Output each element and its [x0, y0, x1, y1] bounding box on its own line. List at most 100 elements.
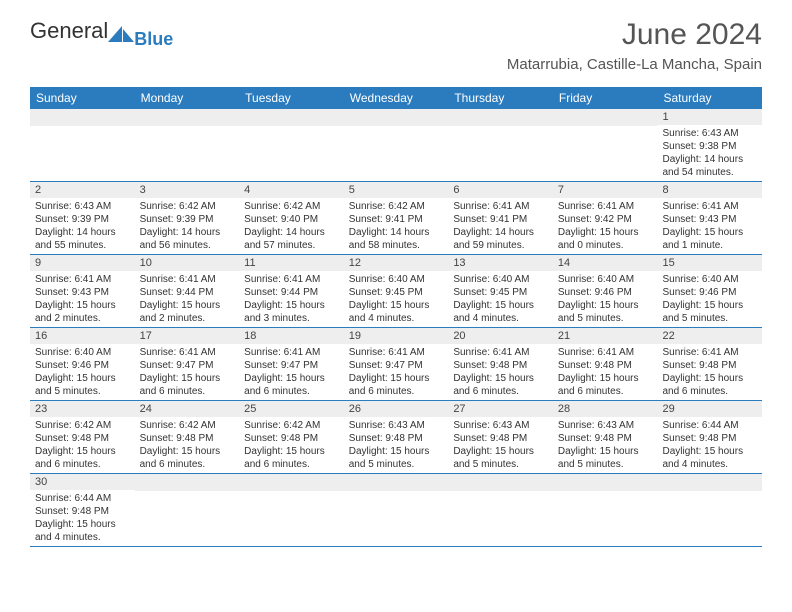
- calendar-cell: 15Sunrise: 6:40 AMSunset: 9:46 PMDayligh…: [657, 255, 762, 327]
- page-title: June 2024: [507, 18, 762, 52]
- cell-body: Sunrise: 6:41 AMSunset: 9:47 PMDaylight:…: [135, 344, 240, 400]
- calendar-cell: [448, 109, 553, 181]
- day-number: 2: [30, 182, 135, 198]
- sunset-text: Sunset: 9:48 PM: [35, 432, 130, 445]
- sunset-text: Sunset: 9:41 PM: [453, 213, 548, 226]
- calendar-cell: [30, 109, 135, 181]
- day-number: 16: [30, 328, 135, 344]
- calendar-table: SundayMondayTuesdayWednesdayThursdayFrid…: [30, 87, 762, 547]
- day-number: 26: [344, 401, 449, 417]
- day-number: [448, 474, 553, 491]
- cell-body: Sunrise: 6:43 AMSunset: 9:48 PMDaylight:…: [344, 417, 449, 473]
- cell-body: Sunrise: 6:43 AMSunset: 9:38 PMDaylight:…: [657, 125, 762, 181]
- sunset-text: Sunset: 9:38 PM: [662, 140, 757, 153]
- cell-body: Sunrise: 6:43 AMSunset: 9:48 PMDaylight:…: [553, 417, 658, 473]
- cell-body: Sunrise: 6:40 AMSunset: 9:45 PMDaylight:…: [344, 271, 449, 327]
- sunrise-text: Sunrise: 6:42 AM: [140, 200, 235, 213]
- logo-text-general: General: [30, 18, 108, 44]
- daylight-text: Daylight: 15 hours and 6 minutes.: [558, 372, 653, 398]
- day-number: 11: [239, 255, 344, 271]
- daylight-text: Daylight: 15 hours and 4 minutes.: [453, 299, 548, 325]
- daylight-text: Daylight: 15 hours and 6 minutes.: [244, 372, 339, 398]
- sunset-text: Sunset: 9:42 PM: [558, 213, 653, 226]
- day-number: 29: [657, 401, 762, 417]
- sunrise-text: Sunrise: 6:42 AM: [35, 419, 130, 432]
- sunset-text: Sunset: 9:48 PM: [662, 359, 757, 372]
- sunrise-text: Sunrise: 6:41 AM: [558, 200, 653, 213]
- cell-body: Sunrise: 6:43 AMSunset: 9:39 PMDaylight:…: [30, 198, 135, 254]
- calendar-cell: 17Sunrise: 6:41 AMSunset: 9:47 PMDayligh…: [135, 328, 240, 400]
- cell-body: Sunrise: 6:42 AMSunset: 9:41 PMDaylight:…: [344, 198, 449, 254]
- cell-body: Sunrise: 6:43 AMSunset: 9:48 PMDaylight:…: [448, 417, 553, 473]
- sunrise-text: Sunrise: 6:43 AM: [35, 200, 130, 213]
- sunrise-text: Sunrise: 6:40 AM: [558, 273, 653, 286]
- cell-body: Sunrise: 6:44 AMSunset: 9:48 PMDaylight:…: [30, 490, 135, 546]
- sunrise-text: Sunrise: 6:43 AM: [453, 419, 548, 432]
- sunset-text: Sunset: 9:48 PM: [662, 432, 757, 445]
- day-number: [30, 109, 135, 126]
- day-number: 19: [344, 328, 449, 344]
- weekday-header: Monday: [135, 87, 240, 109]
- sunrise-text: Sunrise: 6:41 AM: [662, 200, 757, 213]
- calendar-cell: 19Sunrise: 6:41 AMSunset: 9:47 PMDayligh…: [344, 328, 449, 400]
- calendar-cell: 27Sunrise: 6:43 AMSunset: 9:48 PMDayligh…: [448, 401, 553, 473]
- daylight-text: Daylight: 15 hours and 2 minutes.: [35, 299, 130, 325]
- calendar-cell: 21Sunrise: 6:41 AMSunset: 9:48 PMDayligh…: [553, 328, 658, 400]
- cell-body: Sunrise: 6:40 AMSunset: 9:45 PMDaylight:…: [448, 271, 553, 327]
- daylight-text: Daylight: 14 hours and 57 minutes.: [244, 226, 339, 252]
- daylight-text: Daylight: 15 hours and 2 minutes.: [140, 299, 235, 325]
- daylight-text: Daylight: 15 hours and 6 minutes.: [453, 372, 548, 398]
- daylight-text: Daylight: 15 hours and 6 minutes.: [662, 372, 757, 398]
- sunrise-text: Sunrise: 6:40 AM: [349, 273, 444, 286]
- daylight-text: Daylight: 15 hours and 5 minutes.: [662, 299, 757, 325]
- sunset-text: Sunset: 9:47 PM: [244, 359, 339, 372]
- cell-body: Sunrise: 6:41 AMSunset: 9:43 PMDaylight:…: [30, 271, 135, 327]
- calendar-cell: [344, 474, 449, 546]
- sunrise-text: Sunrise: 6:41 AM: [244, 273, 339, 286]
- calendar-cell: 30Sunrise: 6:44 AMSunset: 9:48 PMDayligh…: [30, 474, 135, 546]
- day-number: 28: [553, 401, 658, 417]
- sunrise-text: Sunrise: 6:42 AM: [349, 200, 444, 213]
- cell-body: Sunrise: 6:41 AMSunset: 9:41 PMDaylight:…: [448, 198, 553, 254]
- daylight-text: Daylight: 14 hours and 56 minutes.: [140, 226, 235, 252]
- logo-text-blue: Blue: [134, 29, 173, 50]
- calendar-cell: 23Sunrise: 6:42 AMSunset: 9:48 PMDayligh…: [30, 401, 135, 473]
- calendar-cell: [239, 474, 344, 546]
- sunrise-text: Sunrise: 6:42 AM: [244, 200, 339, 213]
- sunset-text: Sunset: 9:45 PM: [453, 286, 548, 299]
- cell-body: Sunrise: 6:41 AMSunset: 9:47 PMDaylight:…: [239, 344, 344, 400]
- calendar-cell: 2Sunrise: 6:43 AMSunset: 9:39 PMDaylight…: [30, 182, 135, 254]
- day-number: [344, 109, 449, 126]
- sunrise-text: Sunrise: 6:44 AM: [35, 492, 130, 505]
- sunset-text: Sunset: 9:46 PM: [35, 359, 130, 372]
- sunrise-text: Sunrise: 6:44 AM: [662, 419, 757, 432]
- day-number: 9: [30, 255, 135, 271]
- daylight-text: Daylight: 15 hours and 6 minutes.: [349, 372, 444, 398]
- daylight-text: Daylight: 14 hours and 54 minutes.: [662, 153, 757, 179]
- weekday-header: Wednesday: [344, 87, 449, 109]
- calendar-cell: 4Sunrise: 6:42 AMSunset: 9:40 PMDaylight…: [239, 182, 344, 254]
- sunrise-text: Sunrise: 6:41 AM: [140, 346, 235, 359]
- day-number: 30: [30, 474, 135, 490]
- sunset-text: Sunset: 9:39 PM: [140, 213, 235, 226]
- location-subtitle: Matarrubia, Castille-La Mancha, Spain: [507, 56, 762, 73]
- cell-body: Sunrise: 6:41 AMSunset: 9:48 PMDaylight:…: [448, 344, 553, 400]
- week-row: 1Sunrise: 6:43 AMSunset: 9:38 PMDaylight…: [30, 109, 762, 182]
- day-number: 8: [657, 182, 762, 198]
- daylight-text: Daylight: 15 hours and 5 minutes.: [35, 372, 130, 398]
- day-number: [344, 474, 449, 491]
- sunset-text: Sunset: 9:48 PM: [558, 359, 653, 372]
- sunset-text: Sunset: 9:40 PM: [244, 213, 339, 226]
- calendar-cell: [135, 109, 240, 181]
- day-number: 22: [657, 328, 762, 344]
- sunrise-text: Sunrise: 6:43 AM: [662, 127, 757, 140]
- calendar-cell: 12Sunrise: 6:40 AMSunset: 9:45 PMDayligh…: [344, 255, 449, 327]
- day-number: [135, 474, 240, 491]
- sunrise-text: Sunrise: 6:40 AM: [453, 273, 548, 286]
- calendar-cell: 5Sunrise: 6:42 AMSunset: 9:41 PMDaylight…: [344, 182, 449, 254]
- daylight-text: Daylight: 15 hours and 1 minute.: [662, 226, 757, 252]
- weekday-header: Friday: [553, 87, 658, 109]
- cell-body: Sunrise: 6:41 AMSunset: 9:42 PMDaylight:…: [553, 198, 658, 254]
- calendar-cell: [135, 474, 240, 546]
- cell-body: Sunrise: 6:41 AMSunset: 9:48 PMDaylight:…: [553, 344, 658, 400]
